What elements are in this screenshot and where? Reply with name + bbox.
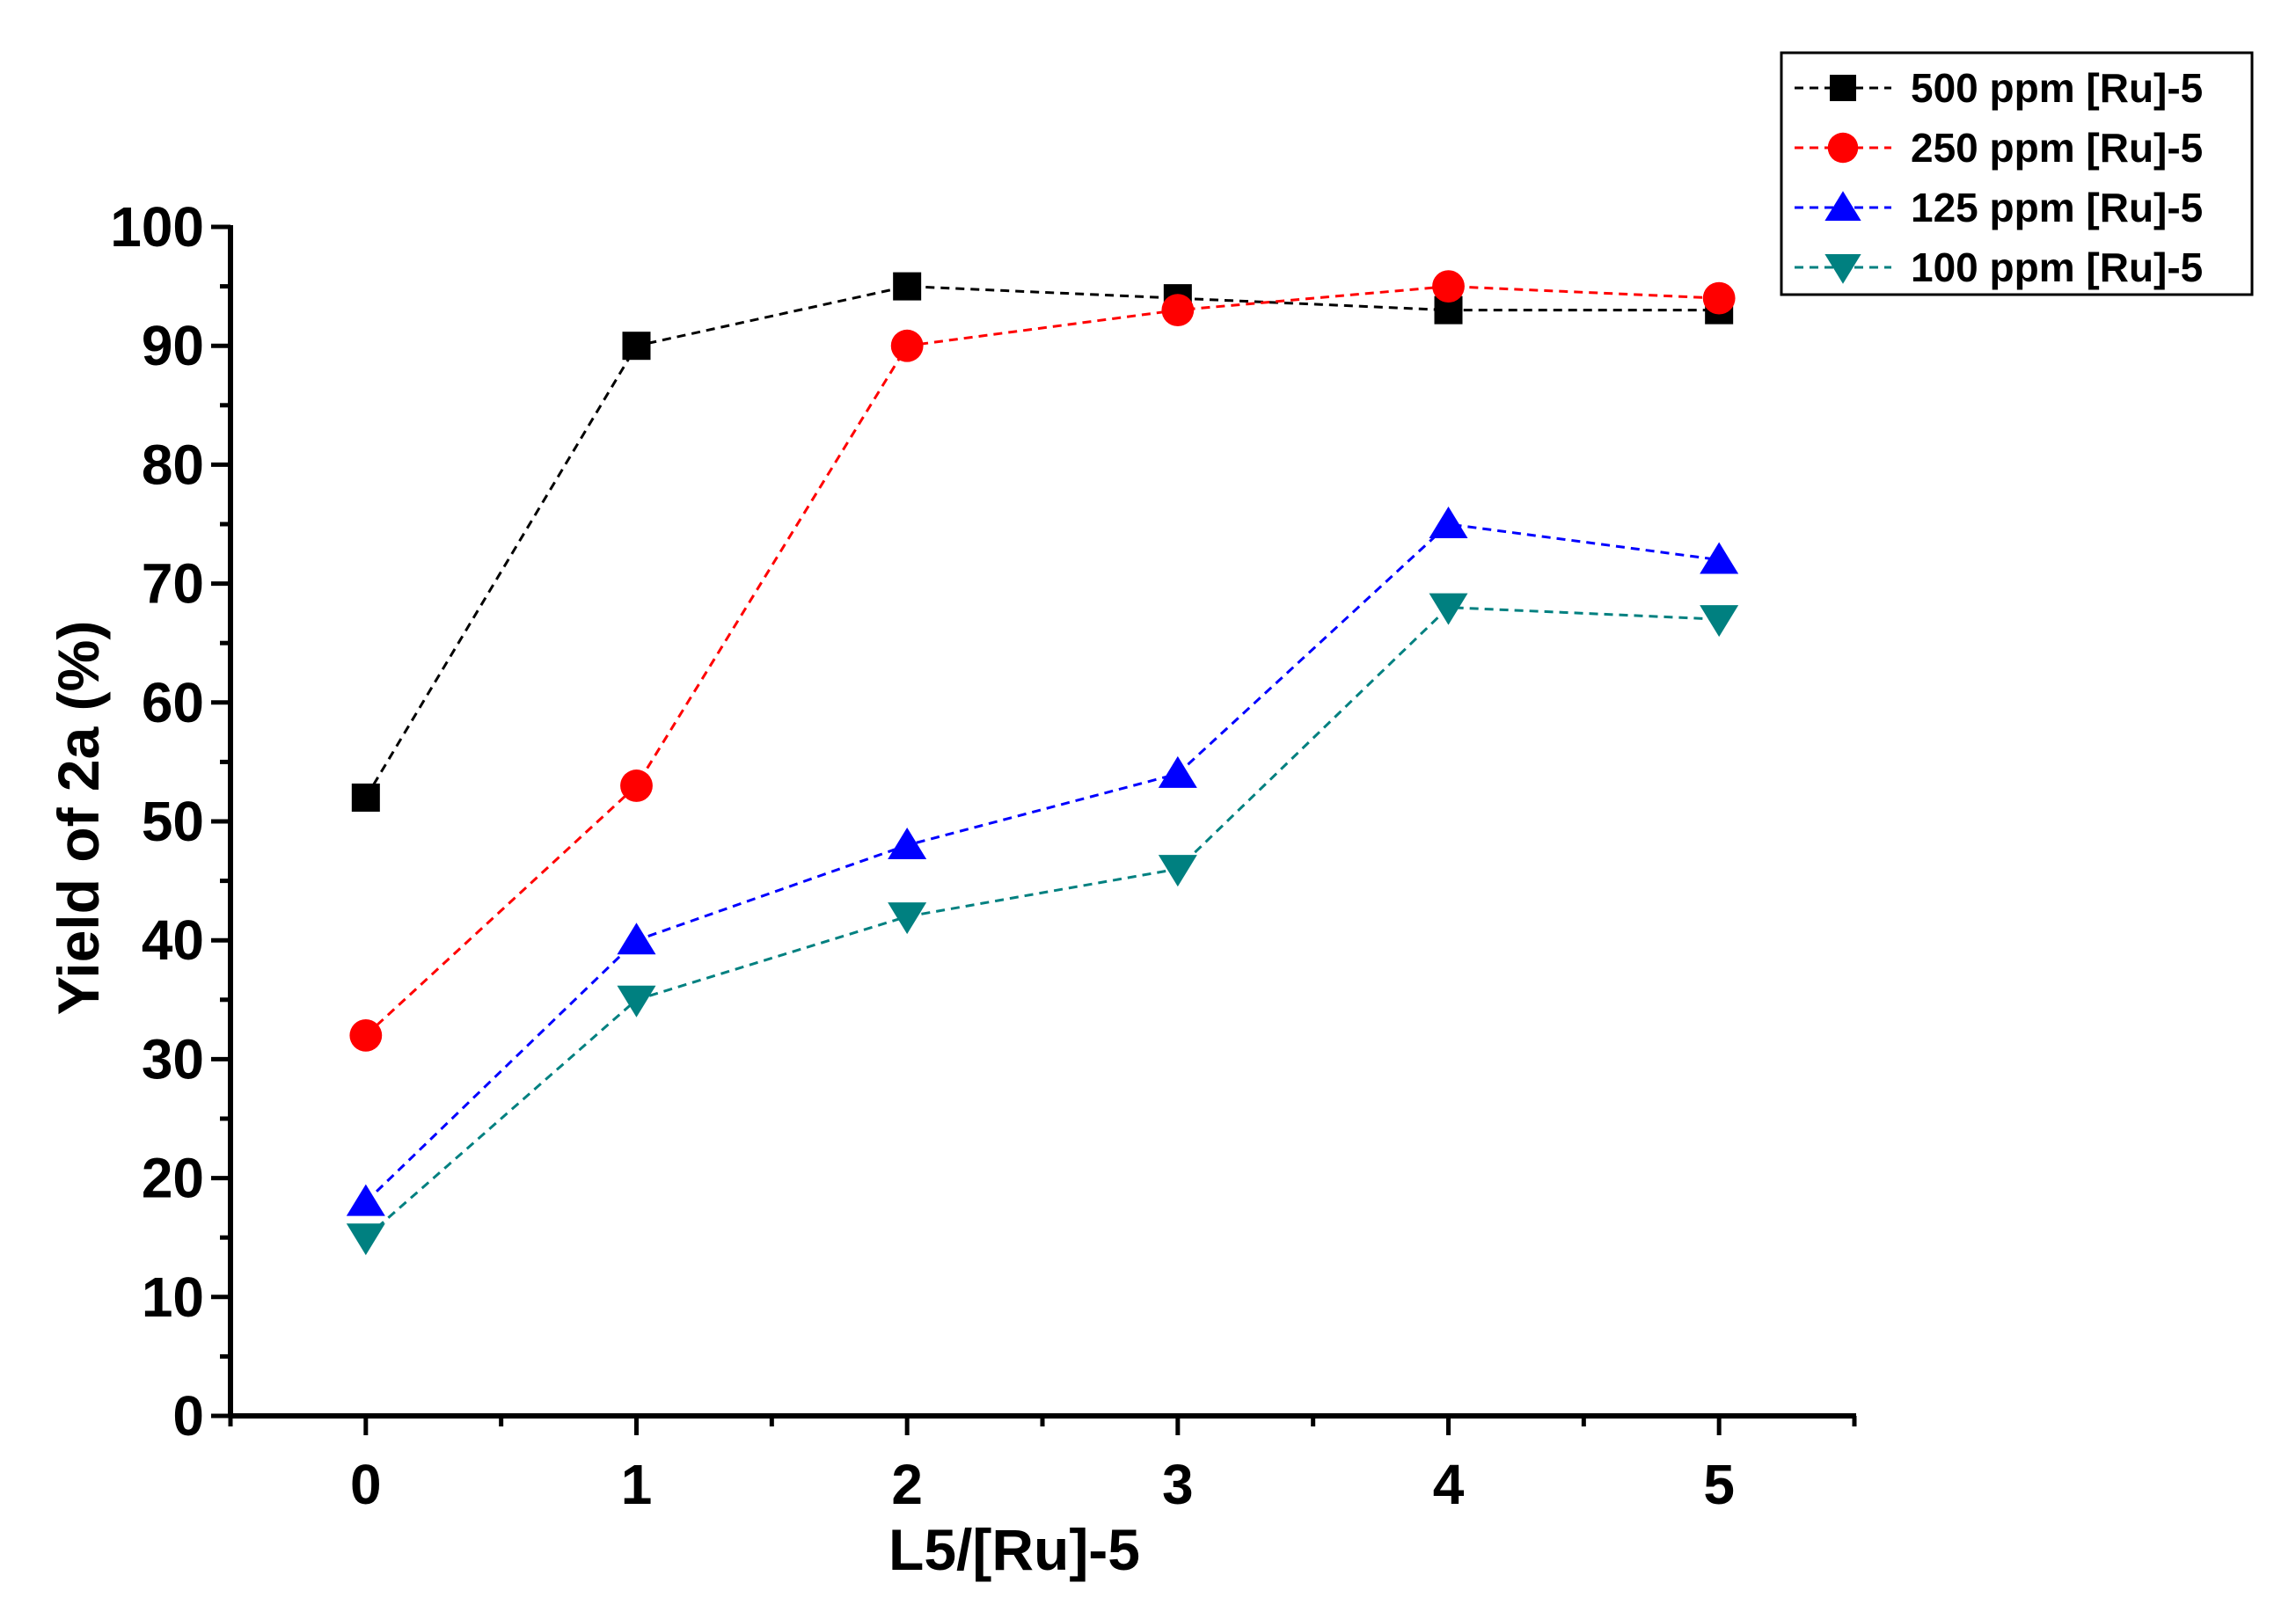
legend-marker	[1830, 75, 1856, 101]
series-3-point	[1429, 593, 1468, 625]
y-tick-label: 50	[142, 790, 204, 853]
x-tick-label: 2	[891, 1453, 923, 1516]
x-ticks: 0 1 2 3 4 5	[228, 1416, 1857, 1516]
legend-marker	[1824, 254, 1861, 284]
series-3-point	[888, 902, 927, 935]
series-2-point	[617, 923, 656, 955]
y-tick-label: 20	[142, 1147, 204, 1210]
series-0-point	[351, 783, 380, 812]
y-tick-label: 40	[142, 908, 204, 972]
y-axis-title: Yield of 2a (%)	[46, 621, 111, 1016]
y-tick-label: 0	[172, 1384, 204, 1448]
x-tick-label: 1	[621, 1453, 653, 1516]
series-line-1	[364, 285, 1720, 1037]
series-line-2	[364, 522, 1720, 1203]
legend-marker	[1827, 132, 1859, 164]
y-tick-label: 10	[142, 1266, 204, 1329]
y-tick-label: 90	[142, 314, 204, 377]
y-tick-label: 70	[142, 552, 204, 616]
series-1-point	[1432, 270, 1465, 303]
series-2-point	[346, 1184, 385, 1216]
axes	[228, 225, 1856, 1419]
x-tick-label: 3	[1162, 1453, 1194, 1516]
x-tick-label: 4	[1433, 1453, 1465, 1516]
series-line-0	[364, 285, 1720, 799]
series-3-point	[1158, 855, 1197, 887]
series-2-point	[1700, 542, 1739, 574]
y-ticks: 0 10 20 30 40 50 60 70 80 90 100	[110, 195, 230, 1448]
x-tick-label: 5	[1703, 1453, 1735, 1516]
legend-label: 100 ppm [Ru]-5	[1911, 244, 2203, 290]
legend-marker	[1824, 191, 1861, 221]
series-3-point	[346, 1223, 385, 1256]
series-3-point	[1700, 605, 1739, 638]
series-1-point	[349, 1018, 383, 1052]
legend: 500 ppm [Ru]-5 250 ppm [Ru]-5 125 ppm [Ru]…	[1780, 51, 2254, 296]
y-tick-label: 60	[142, 671, 204, 734]
y-tick-label: 80	[142, 433, 204, 496]
x-axis-title: L5/[Ru]-5	[888, 1517, 1140, 1582]
series-0-point	[893, 272, 922, 301]
x-tick-label: 0	[350, 1453, 382, 1516]
legend-label: 500 ppm [Ru]-5	[1911, 65, 2203, 111]
y-tick-label: 30	[142, 1027, 204, 1090]
series-1-point	[620, 770, 653, 802]
series-0-point	[622, 332, 651, 361]
series-3-point	[617, 985, 656, 1018]
series-2-point	[1429, 507, 1468, 538]
series-line-3	[364, 606, 1720, 1239]
series-group	[346, 270, 1739, 1256]
series-2-point	[1158, 755, 1197, 788]
series-1-point	[890, 329, 924, 362]
y-tick-label: 100	[110, 195, 204, 259]
series-2-point	[888, 828, 927, 860]
legend-label: 125 ppm [Ru]-5	[1911, 185, 2203, 230]
legend-label: 250 ppm [Ru]-5	[1911, 125, 2203, 171]
series-1-point	[1702, 281, 1736, 315]
series-1-point	[1161, 294, 1195, 327]
